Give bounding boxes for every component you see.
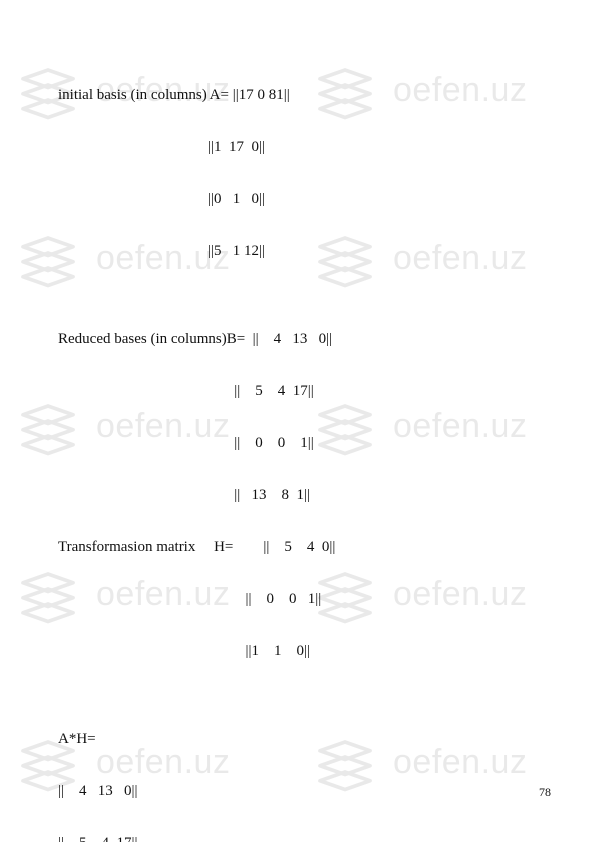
text-line: Transformasion matrix H= || 5 4 0||: [58, 538, 535, 556]
text-line: ||1 17 0||: [58, 138, 535, 156]
document-body: initial basis (in columns) A= ||17 0 81|…: [0, 0, 595, 842]
text-line: || 0 0 1||: [58, 434, 535, 452]
text-line: || 5 4 17||: [58, 382, 535, 400]
text-line: || 0 0 1||: [58, 590, 535, 608]
text-line: A*H=: [58, 730, 535, 748]
text-line: [58, 294, 535, 312]
text-line: ||1 1 0||: [58, 642, 535, 660]
text-line: || 5 4 17||: [58, 834, 535, 842]
text-line: || 13 8 1||: [58, 486, 535, 504]
text-line: || 4 13 0||: [58, 782, 535, 800]
text-line: ||5 1 12||: [58, 242, 535, 260]
text-line: ||0 1 0||: [58, 190, 535, 208]
text-line: Reduced bases (in columns)B= || 4 13 0||: [58, 330, 535, 348]
text-line: [58, 694, 535, 712]
text-line: initial basis (in columns) A= ||17 0 81|…: [58, 86, 535, 104]
